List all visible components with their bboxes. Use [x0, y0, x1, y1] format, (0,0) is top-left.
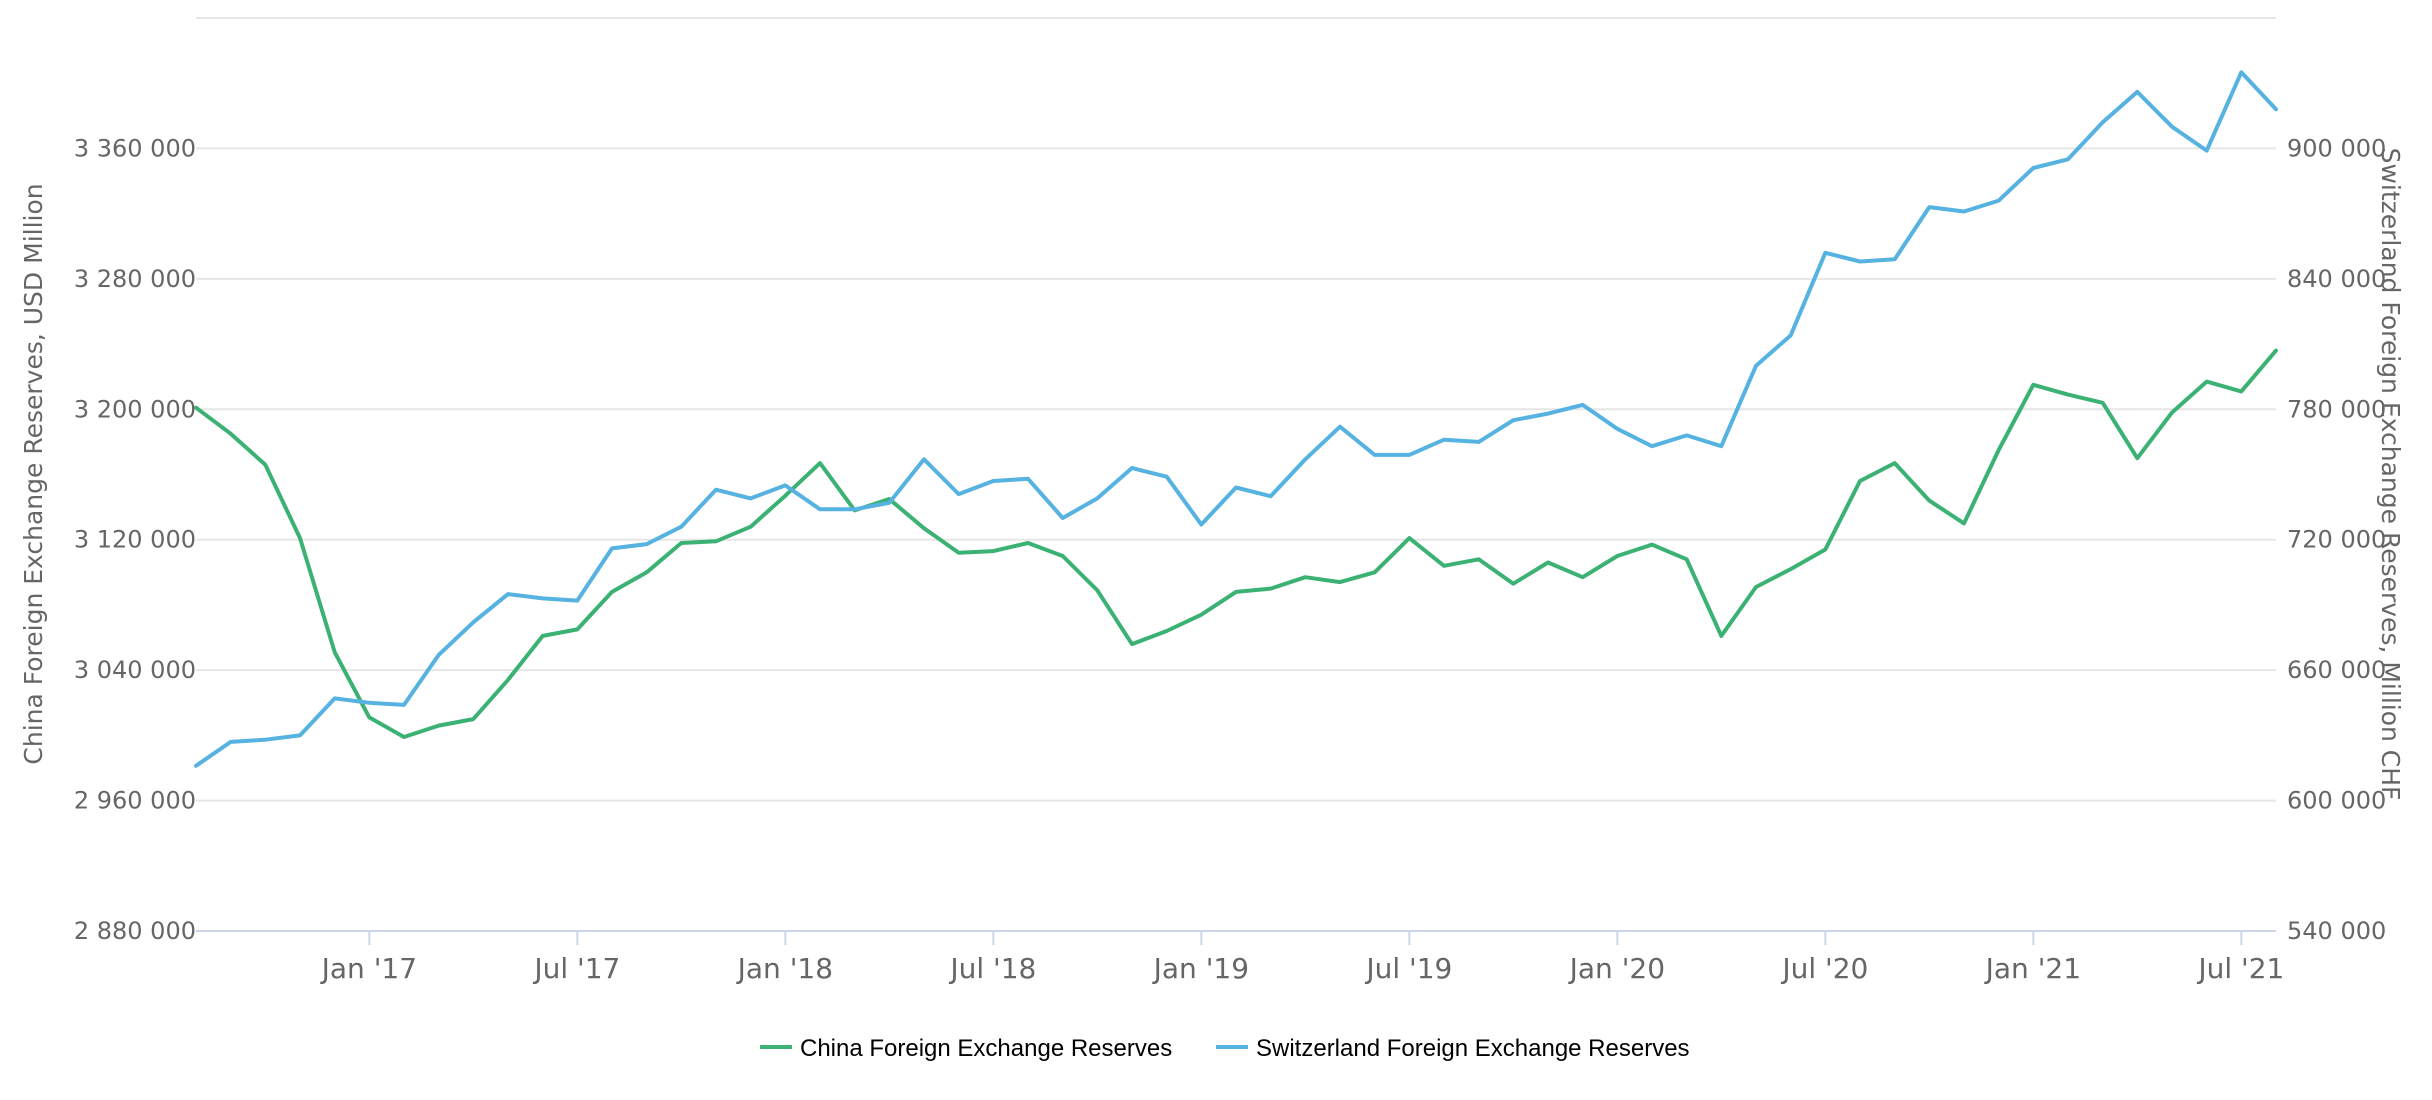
right-y-tick-label: 900 000 — [2287, 134, 2386, 162]
x-tick-label: Jan '20 — [1568, 952, 1665, 985]
series-line-china[interactable] — [194, 348, 2278, 739]
right-y-tick-label: 540 000 — [2287, 917, 2386, 945]
left-y-tick-label: 3 200 000 — [74, 395, 196, 423]
legend-label-china: China Foreign Exchange Reserves — [800, 1035, 1172, 1062]
series-lines — [194, 70, 2278, 768]
legend-item-china[interactable]: China Foreign Exchange Reserves — [760, 1035, 1172, 1062]
left-y-tick-label: 2 880 000 — [74, 917, 196, 945]
right-y-axis-title: Switzerland Foreign Exchange Reserves, M… — [2376, 148, 2405, 801]
legend-item-switzerland[interactable]: Switzerland Foreign Exchange Reserves — [1216, 1035, 1690, 1062]
x-tick-label: Jul '21 — [2196, 952, 2284, 985]
right-y-tick-label: 840 000 — [2287, 265, 2386, 293]
x-axis-ticks: Jan '17 Jul '17 Jan '18 Jul '18 Jan '19 Jul '… — [320, 931, 2284, 985]
x-tick-label: Jan '17 — [320, 952, 417, 985]
series-line-switzerland[interactable] — [194, 70, 2278, 768]
left-y-tick-label: 3 040 000 — [74, 656, 196, 684]
x-tick-label: Jul '19 — [1364, 952, 1452, 985]
x-tick-label: Jul '17 — [532, 952, 620, 985]
right-y-tick-label: 780 000 — [2287, 395, 2386, 423]
left-y-tick-label: 3 120 000 — [74, 526, 196, 554]
left-y-axis-ticks: 2 880 000 2 960 000 3 040 000 3 120 000 3 20… — [74, 134, 196, 945]
left-y-tick-label: 3 280 000 — [74, 265, 196, 293]
legend-label-switzerland: Switzerland Foreign Exchange Reserves — [1256, 1035, 1690, 1062]
left-y-axis-title: China Foreign Exchange Reserves, USD Mil… — [19, 183, 48, 764]
x-tick-label: Jul '20 — [1780, 952, 1868, 985]
left-y-tick-label: 2 960 000 — [74, 787, 196, 815]
right-y-tick-label: 720 000 — [2287, 526, 2386, 554]
right-y-axis-ticks: 540 000 600 000 660 000 720 000 780 000 840 0… — [2287, 134, 2386, 945]
legend: China Foreign Exchange Reserves Switzerl… — [760, 1035, 1690, 1062]
x-tick-label: Jan '21 — [1984, 952, 2081, 985]
right-y-tick-label: 660 000 — [2287, 656, 2386, 684]
left-y-tick-label: 3 360 000 — [74, 134, 196, 162]
x-tick-label: Jul '18 — [948, 952, 1036, 985]
x-tick-label: Jan '18 — [736, 952, 833, 985]
right-y-tick-label: 600 000 — [2287, 787, 2386, 815]
x-tick-label: Jan '19 — [1152, 952, 1249, 985]
grid-lines — [196, 17, 2276, 802]
